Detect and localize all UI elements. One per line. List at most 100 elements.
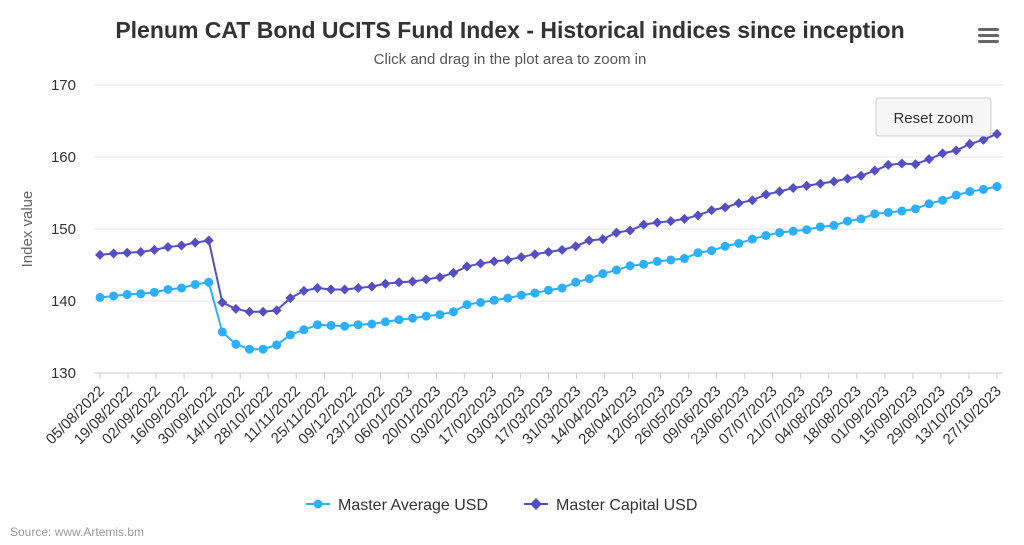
reset-zoom-label[interactable]: Reset zoom [893,110,973,127]
data-point[interactable] [435,310,445,320]
data-point[interactable] [489,256,500,267]
data-point[interactable] [367,319,377,329]
data-point[interactable] [870,209,880,219]
series-master-average-usd[interactable] [95,182,1002,354]
data-point[interactable] [570,241,581,252]
data-point[interactable] [706,205,717,216]
data-point[interactable] [394,315,404,325]
data-point[interactable] [380,278,391,289]
data-point[interactable] [366,281,377,292]
data-point[interactable] [462,300,472,310]
data-point[interactable] [149,287,159,297]
data-point[interactable] [217,297,228,308]
data-point[interactable] [760,189,771,200]
data-point[interactable] [95,292,105,302]
data-point[interactable] [502,254,513,265]
data-point[interactable] [802,225,812,235]
data-point[interactable] [611,265,621,275]
data-point[interactable] [230,303,241,314]
data-point[interactable] [339,284,350,295]
data-point[interactable] [733,198,744,209]
data-point[interactable] [856,214,866,224]
data-point[interactable] [380,317,390,327]
data-point[interactable] [910,204,920,214]
legend-label-master-capital[interactable]: Master Capital USD [556,497,697,514]
data-point[interactable] [951,145,962,156]
data-point[interactable] [897,206,907,216]
data-point[interactable] [775,228,785,238]
data-point[interactable] [543,247,554,258]
data-point[interactable] [203,235,214,246]
data-point[interactable] [842,173,853,184]
data-point[interactable] [299,325,309,335]
data-point[interactable] [544,285,553,295]
data-point[interactable] [707,246,717,256]
data-point[interactable] [679,213,690,224]
data-point[interactable] [598,269,608,279]
data-point[interactable] [109,291,119,301]
data-point[interactable] [434,272,445,283]
data-point[interactable] [408,313,418,323]
data-point[interactable] [869,165,880,176]
menu-button[interactable] [977,25,1001,45]
data-point[interactable] [761,230,771,240]
data-point[interactable] [340,321,350,331]
data-point[interactable] [965,187,975,197]
data-point[interactable] [978,134,989,145]
series-master-capital-usd[interactable] [95,128,1002,317]
data-point[interactable] [597,234,608,245]
data-point[interactable] [394,277,404,288]
data-point[interactable] [326,284,337,295]
data-point[interactable] [122,290,132,300]
data-point[interactable] [204,277,214,287]
data-point[interactable] [584,274,594,284]
data-point[interactable] [978,184,988,194]
data-point[interactable] [693,248,703,258]
data-point[interactable] [529,249,540,260]
data-point[interactable] [122,247,133,258]
data-point[interactable] [883,207,893,217]
data-point[interactable] [924,154,935,165]
data-point[interactable] [448,267,459,278]
data-point[interactable] [720,241,730,251]
data-point[interactable] [326,320,336,330]
data-point[interactable] [530,288,540,298]
data-point[interactable] [162,242,173,252]
data-point[interactable] [516,290,526,300]
data-point[interactable] [910,159,921,170]
data-point[interactable] [828,176,839,187]
data-point[interactable] [516,252,527,263]
credits[interactable]: Source: www.Artemis.bm [10,525,144,539]
legend-item-master-capital[interactable]: Master Capital USD [524,497,697,514]
data-point[interactable] [815,222,825,232]
data-point[interactable] [461,261,472,272]
data-point[interactable] [217,327,227,337]
data-point[interactable] [95,249,105,260]
data-point[interactable] [312,320,322,330]
data-point[interactable] [843,216,852,226]
data-point[interactable] [298,285,309,296]
data-point[interactable] [421,311,431,321]
data-point[interactable] [571,277,581,287]
data-point[interactable] [937,148,948,159]
data-point[interactable] [163,284,173,294]
data-point[interactable] [638,219,649,230]
data-point[interactable] [829,220,839,230]
data-point[interactable] [652,217,663,228]
data-point[interactable] [475,258,486,269]
data-point[interactable] [734,238,744,248]
data-point[interactable] [815,178,826,189]
data-point[interactable] [489,295,499,305]
data-point[interactable] [176,240,187,251]
legend-label-master-average[interactable]: Master Average USD [338,497,488,514]
data-point[interactable] [856,170,867,181]
data-point[interactable] [584,235,595,246]
data-point[interactable] [951,190,961,200]
data-point[interactable] [190,237,201,248]
data-point[interactable] [747,234,757,244]
data-point[interactable] [258,344,268,354]
data-point[interactable] [964,139,975,150]
data-point[interactable] [476,297,486,307]
reset-zoom-button[interactable]: Reset zoom [875,97,992,137]
data-point[interactable] [665,216,676,227]
